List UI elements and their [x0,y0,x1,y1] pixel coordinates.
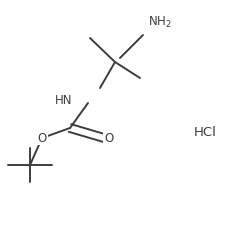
Text: HN: HN [55,94,72,106]
Text: NH$_2$: NH$_2$ [148,15,172,30]
Text: O: O [37,131,47,145]
Text: HCl: HCl [194,125,216,139]
Text: O: O [104,131,113,145]
